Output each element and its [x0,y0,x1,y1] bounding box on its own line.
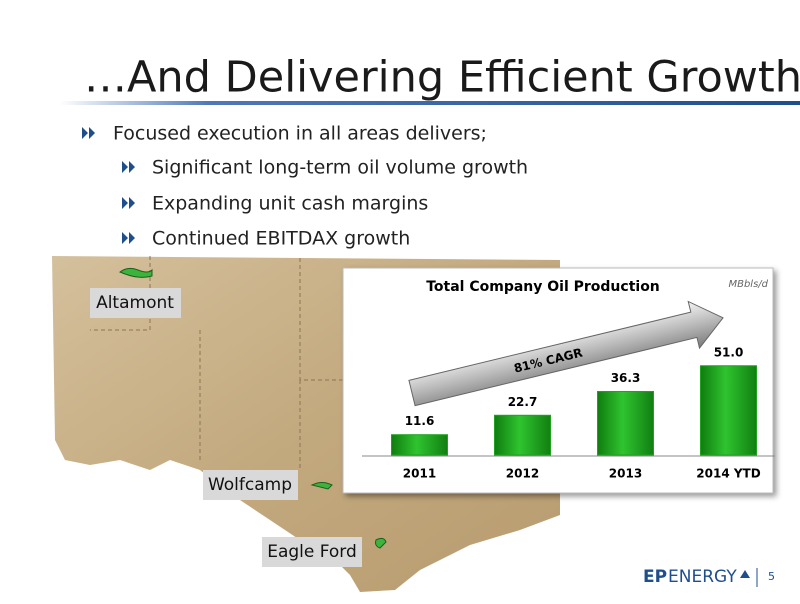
logo: ENERGY [668,567,737,587]
value-label: 36.3 [611,371,641,385]
label-box [203,470,298,500]
map-label: Wolfcamp [208,475,292,495]
logo: EP [643,567,667,587]
sub-bullet: Expanding unit cash margins [152,193,428,215]
x-tick-label: 2014 YTD [696,467,760,481]
sub-bullet: Continued EBITDAX growth [152,228,410,250]
unit-label: MBbls/d [728,279,768,290]
value-label: 51.0 [714,345,744,359]
value-label: 22.7 [508,395,538,409]
sub-bullet: Significant long-term oil volume growth [152,157,528,179]
map-label: Eagle Ford [267,542,357,562]
play-areas [119,267,387,549]
chart-title: Total Company Oil Production [426,279,660,295]
x-tick-label: 2012 [506,467,539,481]
logo-mark [740,570,750,578]
value-label: 11.6 [405,414,435,428]
bullet: Focused execution in all areas delivers; [113,123,487,145]
label-box [262,537,362,567]
title-rule [60,101,800,105]
bar [597,390,654,456]
slide-title: …And Delivering Efficient Growth [84,53,800,103]
label-box [90,288,181,318]
x-tick-label: 2011 [403,467,436,481]
map-label: Altamont [96,293,174,313]
bar [700,365,757,456]
bar [494,414,551,456]
bullet-icons [82,127,135,244]
page-number: 5 [768,570,775,583]
bar [391,434,448,456]
x-tick-label: 2013 [609,467,642,481]
